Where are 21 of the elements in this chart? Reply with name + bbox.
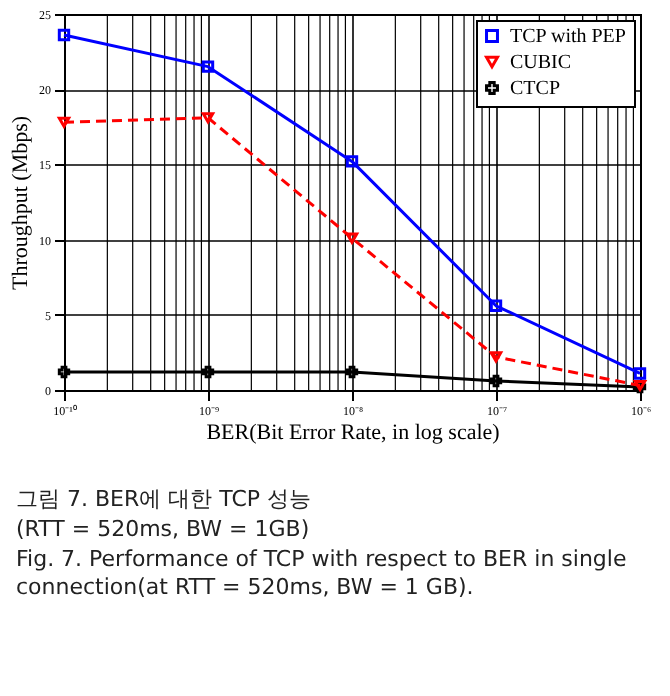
- legend-label: TCP with PEP: [510, 26, 627, 48]
- point: [489, 374, 503, 388]
- point: [57, 365, 71, 379]
- caption: Fig. 7. Performance of TCP with respect to BER in single connection(at RTT = 520ms, BW = 1 GB).: [16, 546, 629, 602]
- point: [201, 365, 215, 379]
- point: [345, 365, 359, 379]
- legend-label: CUBIC: [510, 52, 572, 74]
- point: [57, 28, 71, 42]
- point: [633, 367, 647, 380]
- text: (RTT = 520ms, BW = 1GB): [16, 516, 312, 544]
- y-axis-title: Throughput (Mbps): [9, 115, 33, 291]
- legend-label: CTCP: [510, 78, 561, 100]
- x-axis-title: BER(Bit Error Rate, in log scale): [206, 421, 501, 445]
- point: [201, 112, 215, 124]
- point: [345, 155, 359, 168]
- point: [201, 60, 215, 73]
- point: [489, 351, 503, 363]
- caption: 그림 7. BER에 대한 TCP 성능: [16, 486, 314, 514]
- point: [345, 232, 359, 244]
- point: [489, 299, 503, 312]
- point: [57, 116, 71, 128]
